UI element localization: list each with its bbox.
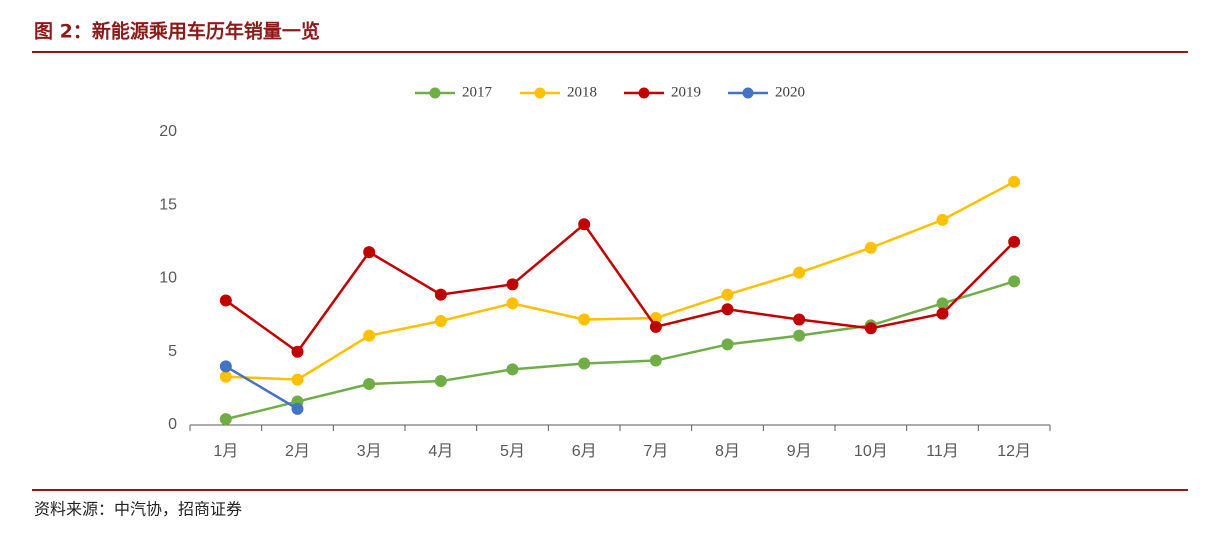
series-point xyxy=(1008,275,1021,288)
series-point xyxy=(506,363,519,376)
x-tick-label: 8月 xyxy=(715,443,740,460)
series-point xyxy=(363,246,376,259)
x-tick-label: 3月 xyxy=(357,443,382,460)
x-tick-label: 5月 xyxy=(500,443,525,460)
legend-swatch-point xyxy=(638,87,650,99)
series-point xyxy=(506,297,519,310)
x-tick-label: 4月 xyxy=(428,443,453,460)
series-point xyxy=(219,370,232,383)
x-tick-label: 11月 xyxy=(926,443,959,460)
x-tick-label: 1月 xyxy=(213,443,238,460)
series-point xyxy=(578,357,591,370)
series-line xyxy=(225,222,1016,354)
x-tick-label: 9月 xyxy=(787,443,812,460)
legend-swatch-point xyxy=(534,87,546,99)
series-point xyxy=(721,338,734,351)
series-point xyxy=(363,377,376,390)
series-point xyxy=(721,303,734,316)
x-tick-label: 7月 xyxy=(643,443,668,460)
source-note: 资料来源：中汽协，招商证券 xyxy=(34,500,242,519)
series-point xyxy=(936,307,949,320)
series-point xyxy=(219,413,232,426)
legend-label: 2019 xyxy=(671,84,701,100)
series-point xyxy=(1008,235,1021,248)
series-point xyxy=(219,360,232,373)
series-point xyxy=(864,241,877,254)
x-tick-label: 2月 xyxy=(285,443,310,460)
legend-label: 2017 xyxy=(462,84,493,100)
series-point xyxy=(578,313,591,326)
series-point xyxy=(506,278,519,291)
y-tick-label: 10 xyxy=(159,270,177,287)
y-tick-label: 5 xyxy=(168,343,177,360)
chart-title: 图 2：新能源乘用车历年销量一览 xyxy=(34,20,320,43)
series-point xyxy=(363,329,376,342)
series-point xyxy=(291,402,304,415)
series-line xyxy=(225,280,1015,421)
series-point xyxy=(936,213,949,226)
series-point xyxy=(434,314,447,327)
series-point xyxy=(434,375,447,388)
series-point xyxy=(434,288,447,301)
series-point xyxy=(649,354,662,367)
series-point xyxy=(864,322,877,335)
legend-label: 2020 xyxy=(775,84,805,100)
y-tick-label: 15 xyxy=(159,196,177,213)
series-point xyxy=(578,218,591,231)
series-point xyxy=(793,329,806,342)
legend: 2017 2018 2019 2020 xyxy=(415,84,805,100)
series-line xyxy=(225,365,299,410)
series-point xyxy=(291,345,304,358)
x-tick-label: 12月 xyxy=(997,443,1031,460)
series-point xyxy=(291,373,304,386)
series-point xyxy=(793,266,806,279)
x-tick-label: 6月 xyxy=(572,443,597,460)
legend-label: 2018 xyxy=(567,84,597,100)
series-line xyxy=(225,180,1015,381)
series-point xyxy=(649,320,662,333)
legend-swatch-point xyxy=(429,87,441,99)
y-tick-label: 20 xyxy=(159,123,177,140)
y-tick-label: 0 xyxy=(168,416,177,433)
series-point xyxy=(936,297,949,310)
series-point xyxy=(721,288,734,301)
x-tick-label: 10月 xyxy=(854,443,888,460)
series-point xyxy=(793,313,806,326)
legend-swatch-point xyxy=(742,87,754,99)
series-point xyxy=(219,294,232,307)
series-point xyxy=(1008,175,1021,188)
